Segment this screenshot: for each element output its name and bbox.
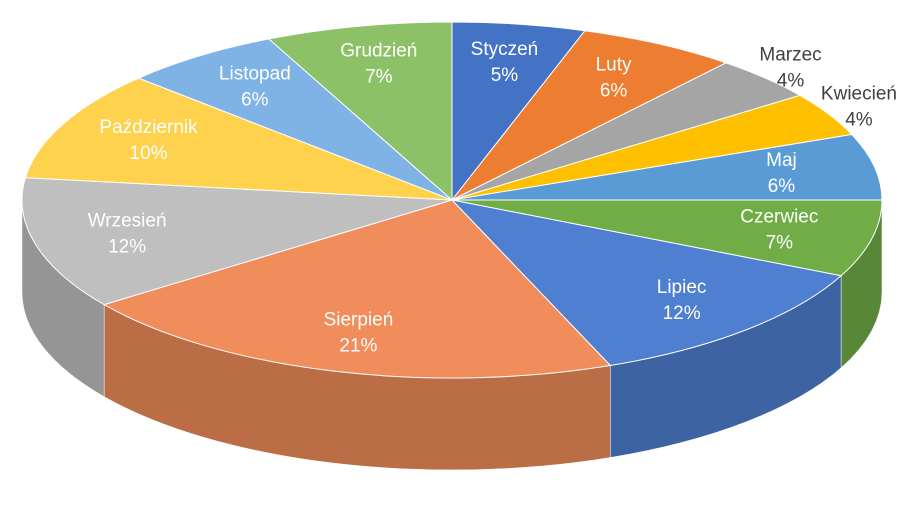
slice-label: Sierpień xyxy=(324,309,394,330)
slice xyxy=(24,77,453,201)
slice-label: Czerwiec xyxy=(740,206,818,227)
slice-label: Lipiec xyxy=(657,277,707,298)
slice-label: Kwiecień xyxy=(821,83,897,104)
slice-value-label: 10% xyxy=(130,143,168,164)
slice-value-label: 7% xyxy=(365,67,393,88)
slice-value-label: 5% xyxy=(491,65,519,86)
slice-label: Listopad xyxy=(219,64,291,85)
slice-label: Wrzesień xyxy=(88,211,167,232)
slice-value-label: 4% xyxy=(777,70,805,91)
slice-label: Marzec xyxy=(759,44,821,65)
slice-value-label: 6% xyxy=(600,80,628,101)
slice xyxy=(102,199,612,379)
slice-label: Październik xyxy=(99,117,198,138)
slice xyxy=(451,199,883,277)
slice-label: Maj xyxy=(766,150,797,171)
slice-value-label: 12% xyxy=(108,237,146,258)
slice-value-label: 12% xyxy=(663,303,701,324)
slice-label: Grudzień xyxy=(340,41,417,62)
slice-label: Styczeń xyxy=(471,39,539,60)
slice-value-label: 21% xyxy=(339,335,377,356)
slice-value-label: 7% xyxy=(766,232,794,253)
slice-value-label: 4% xyxy=(845,109,873,130)
slice xyxy=(137,38,453,201)
slice-label: Luty xyxy=(596,54,632,75)
slice xyxy=(21,177,453,306)
slice xyxy=(267,21,453,202)
slice xyxy=(450,199,843,367)
slice xyxy=(451,30,728,201)
slice-value-label: 6% xyxy=(768,176,796,197)
slice-value-label: 6% xyxy=(241,90,269,111)
slice xyxy=(451,133,883,201)
